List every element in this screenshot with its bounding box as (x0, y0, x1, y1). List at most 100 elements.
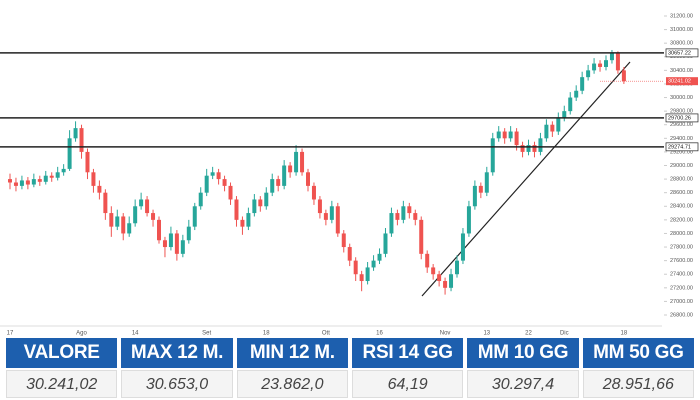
y-tick-label: 29000.00 (670, 163, 693, 169)
candle-body (103, 192, 108, 214)
candle-body (61, 168, 66, 173)
candle-body (264, 192, 269, 207)
candle-body (216, 172, 221, 180)
candle-body (198, 192, 203, 207)
candle-body (449, 274, 454, 288)
candle-body (317, 199, 322, 214)
candle-body (252, 199, 257, 214)
candle-body (79, 128, 84, 152)
candle-body (550, 124, 555, 132)
candle-body (604, 60, 608, 67)
x-tick-label: Dic (560, 331, 569, 337)
candle-body (562, 111, 567, 118)
candle-body (97, 185, 102, 193)
x-tick-label: 14 (132, 331, 139, 337)
candle-body (502, 131, 507, 139)
candle-body (73, 128, 78, 139)
candle-body (329, 206, 334, 220)
level-label: 29274.71 (668, 144, 691, 150)
candle-body (496, 131, 501, 139)
candle-body (425, 253, 430, 268)
candle-body (568, 97, 573, 112)
candle-body (353, 260, 358, 275)
candle-body (365, 267, 370, 282)
candle-body (246, 213, 251, 227)
level-label: 30657.22 (668, 50, 691, 56)
table-value: 30.653,0 (121, 370, 233, 398)
candle-body (121, 216, 126, 234)
candle-body (556, 117, 561, 132)
table-header: MAX 12 M. (121, 338, 233, 368)
candle-body (598, 63, 603, 67)
candle-body (25, 180, 30, 185)
candle-body (615, 53, 620, 71)
table-value: 64,19 (352, 370, 464, 398)
candle-body (472, 185, 477, 207)
level-label-box (665, 142, 699, 152)
candle-body (359, 274, 364, 282)
candle-body (586, 70, 591, 78)
candle-body (538, 138, 543, 152)
x-tick-label: 13 (483, 331, 490, 337)
y-tick-label: 30000.00 (670, 95, 693, 101)
level-label-box (665, 48, 699, 58)
candle-body (133, 206, 138, 224)
candle-body (13, 182, 18, 186)
candle-body (532, 145, 537, 152)
candle-body (67, 138, 72, 169)
candle-body (228, 185, 233, 200)
y-tick-label: 26800.00 (670, 312, 693, 318)
candle-body (240, 219, 245, 227)
candle-body (311, 185, 316, 200)
x-tick-label: Set (202, 331, 211, 337)
y-tick-label: 29800.00 (670, 109, 693, 115)
candle-body (222, 179, 227, 186)
candle-body (288, 165, 293, 173)
candle-body (460, 233, 465, 261)
y-tick-label: 29400.00 (670, 136, 693, 142)
chart: 26800.00 27000.00 27200.00 27400.00 27600.00… (0, 13, 699, 337)
candle-body (91, 172, 96, 186)
candle-body (413, 213, 418, 220)
candle-body (592, 63, 597, 71)
level-label: 29700.26 (668, 115, 691, 121)
candle-body (526, 145, 531, 152)
candle-body (478, 185, 483, 193)
candle-body (276, 179, 281, 186)
x-tick-label: 18 (263, 331, 270, 337)
y-tick-label: 31200.00 (670, 13, 693, 19)
candle-body (270, 179, 275, 193)
candle-body (109, 213, 114, 227)
candle-body (49, 175, 54, 178)
candle-body (437, 274, 442, 282)
y-tick-label: 30400.00 (670, 68, 693, 74)
candle-body (407, 206, 412, 214)
candle-body (31, 179, 36, 185)
table-header: RSI 14 GG (352, 338, 464, 368)
x-tick-label: Ago (76, 331, 87, 337)
y-tick-label: 27200.00 (670, 285, 693, 291)
candle-body (162, 240, 167, 248)
table-value: 30.241,02 (6, 370, 118, 398)
candle-body (174, 233, 179, 254)
y-tick-label: 27600.00 (670, 258, 693, 264)
y-tick-label: 27400.00 (670, 272, 693, 278)
last-price-label: 30241.02 (668, 79, 691, 85)
candle-body (85, 151, 90, 173)
last-price-box (666, 77, 698, 86)
candle-body (55, 172, 60, 178)
candle-body (431, 267, 436, 275)
y-tick-label: 28800.00 (670, 177, 693, 183)
x-tick-label: Ott (322, 331, 330, 337)
x-tick-label: 22 (525, 331, 532, 337)
y-tick-label: 27000.00 (670, 299, 693, 305)
candle-body (210, 172, 215, 176)
candle-body (621, 70, 626, 82)
y-tick-label: 28600.00 (670, 190, 693, 196)
candle-body (37, 179, 42, 182)
table-value: 23.862,0 (236, 370, 348, 398)
y-tick-label: 28400.00 (670, 204, 693, 210)
candle-body (371, 260, 376, 268)
candle-body (609, 53, 614, 61)
